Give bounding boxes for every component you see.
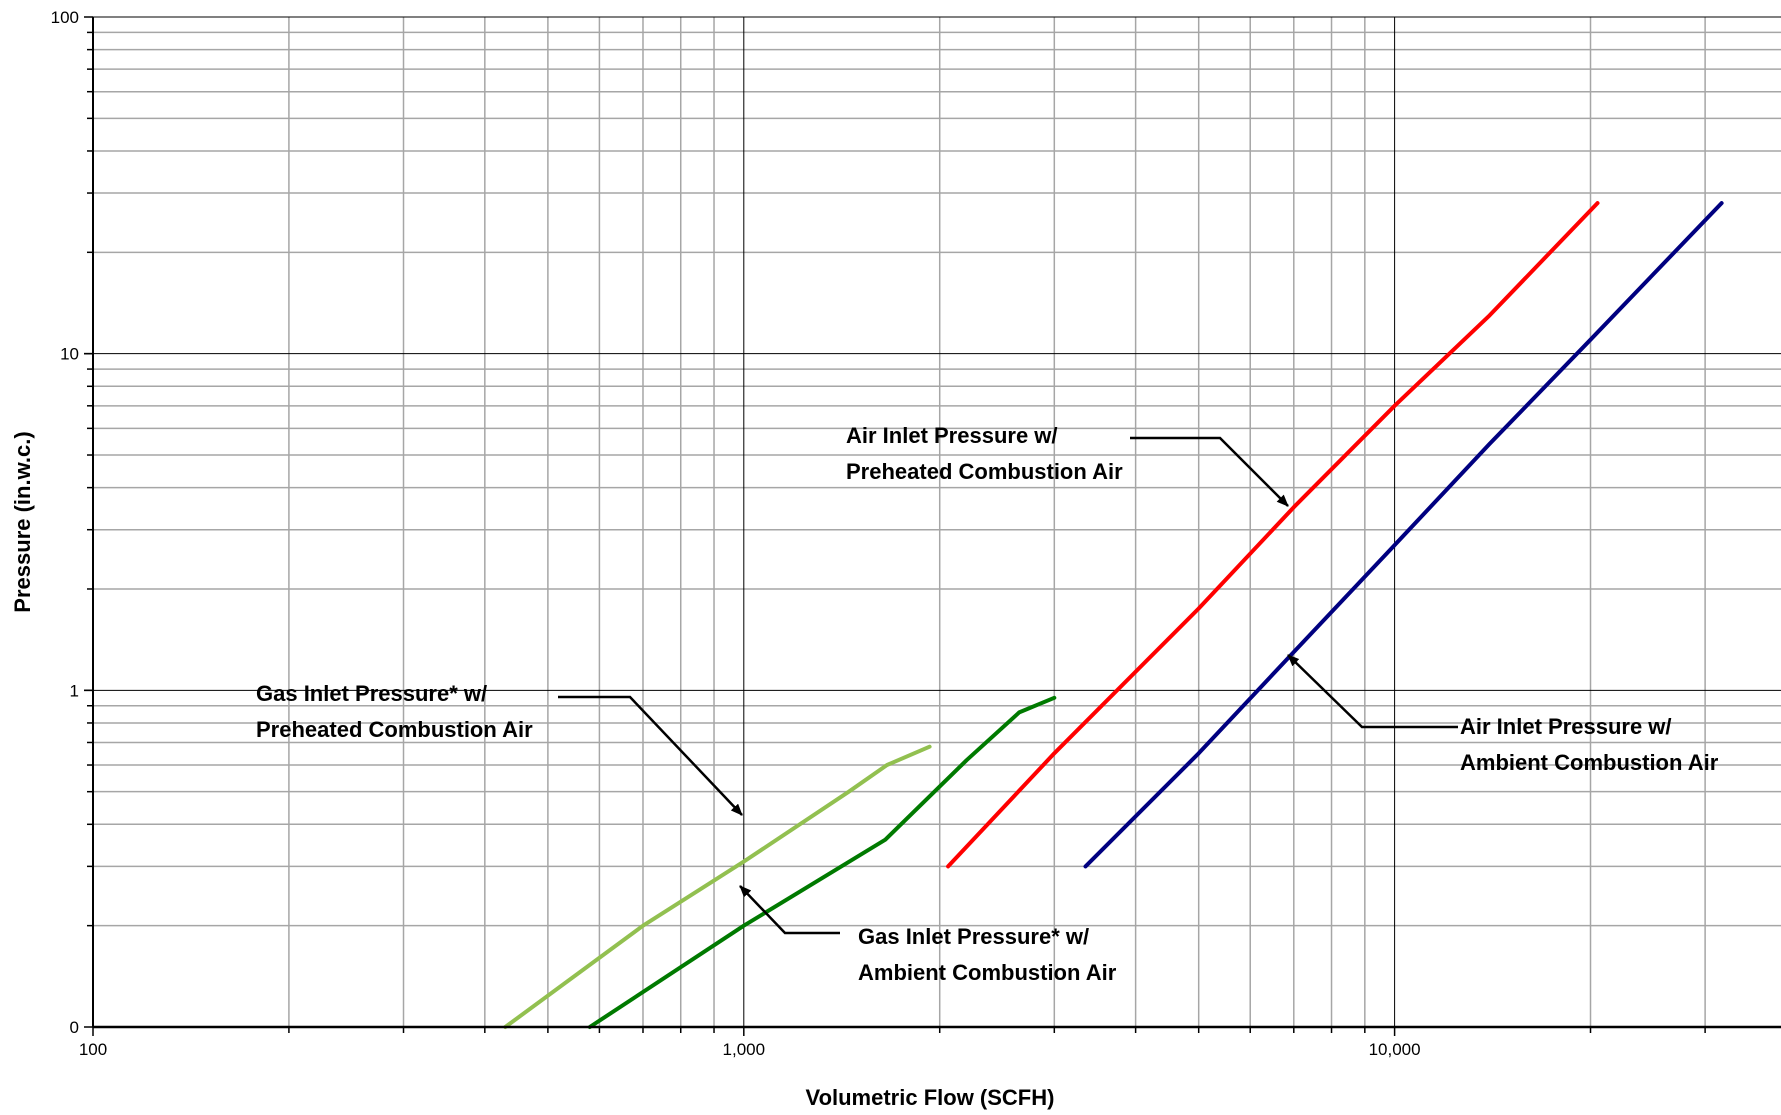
gas-ambient-line [587, 695, 1057, 1029]
annotation-air-ambient-arrow [1287, 654, 1458, 729]
annotation-air-preheated-line1: Air Inlet Pressure w/ [846, 423, 1058, 448]
annotation-air-ambient: Air Inlet Pressure w/ Ambient Combustion… [1287, 654, 1719, 775]
air-preheated-line [946, 201, 1600, 869]
y-tick-label: 100 [51, 8, 79, 27]
annotation-gas-preheated: Gas Inlet Pressure* w/ Preheated Combust… [256, 681, 743, 816]
air-ambient-line [1083, 201, 1724, 869]
tick-labels: 100 1,000 10,000 0 1 10 100 [51, 8, 1421, 1059]
annotation-air-preheated: Air Inlet Pressure w/ Preheated Combusti… [846, 423, 1289, 507]
x-tick-label: 100 [79, 1040, 107, 1059]
x-axis-title: Volumetric Flow (SCFH) [806, 1085, 1055, 1110]
annotation-air-preheated-arrow [1130, 436, 1289, 507]
axes [84, 16, 1781, 1036]
annotation-gas-preheated-line1: Gas Inlet Pressure* w/ [256, 681, 487, 706]
minor-gridlines [93, 17, 1781, 1027]
plot-background [93, 17, 1781, 1027]
gas-preheated-line [503, 744, 932, 1029]
annotation-gas-ambient: Gas Inlet Pressure* w/ Ambient Combustio… [739, 885, 1117, 985]
y-tick-label: 0 [70, 1018, 79, 1037]
annotation-gas-preheated-arrow [558, 695, 743, 816]
annotation-gas-ambient-arrow [739, 885, 840, 935]
annotation-gas-preheated-line2: Preheated Combustion Air [256, 717, 533, 742]
annotation-gas-ambient-line2: Ambient Combustion Air [858, 960, 1117, 985]
annotation-air-preheated-line2: Preheated Combustion Air [846, 459, 1123, 484]
annotation-air-ambient-line1: Air Inlet Pressure w/ [1460, 714, 1672, 739]
annotation-air-ambient-line2: Ambient Combustion Air [1460, 750, 1719, 775]
y-tick-label: 10 [60, 345, 79, 364]
y-axis-title: Pressure (in.w.c.) [10, 431, 35, 612]
series-layer [503, 201, 1724, 1029]
y-tick-label: 1 [70, 681, 79, 700]
x-tick-label: 10,000 [1369, 1040, 1421, 1059]
x-tick-label: 1,000 [723, 1040, 766, 1059]
annotation-gas-ambient-line1: Gas Inlet Pressure* w/ [858, 924, 1089, 949]
major-gridlines [93, 16, 1781, 1027]
